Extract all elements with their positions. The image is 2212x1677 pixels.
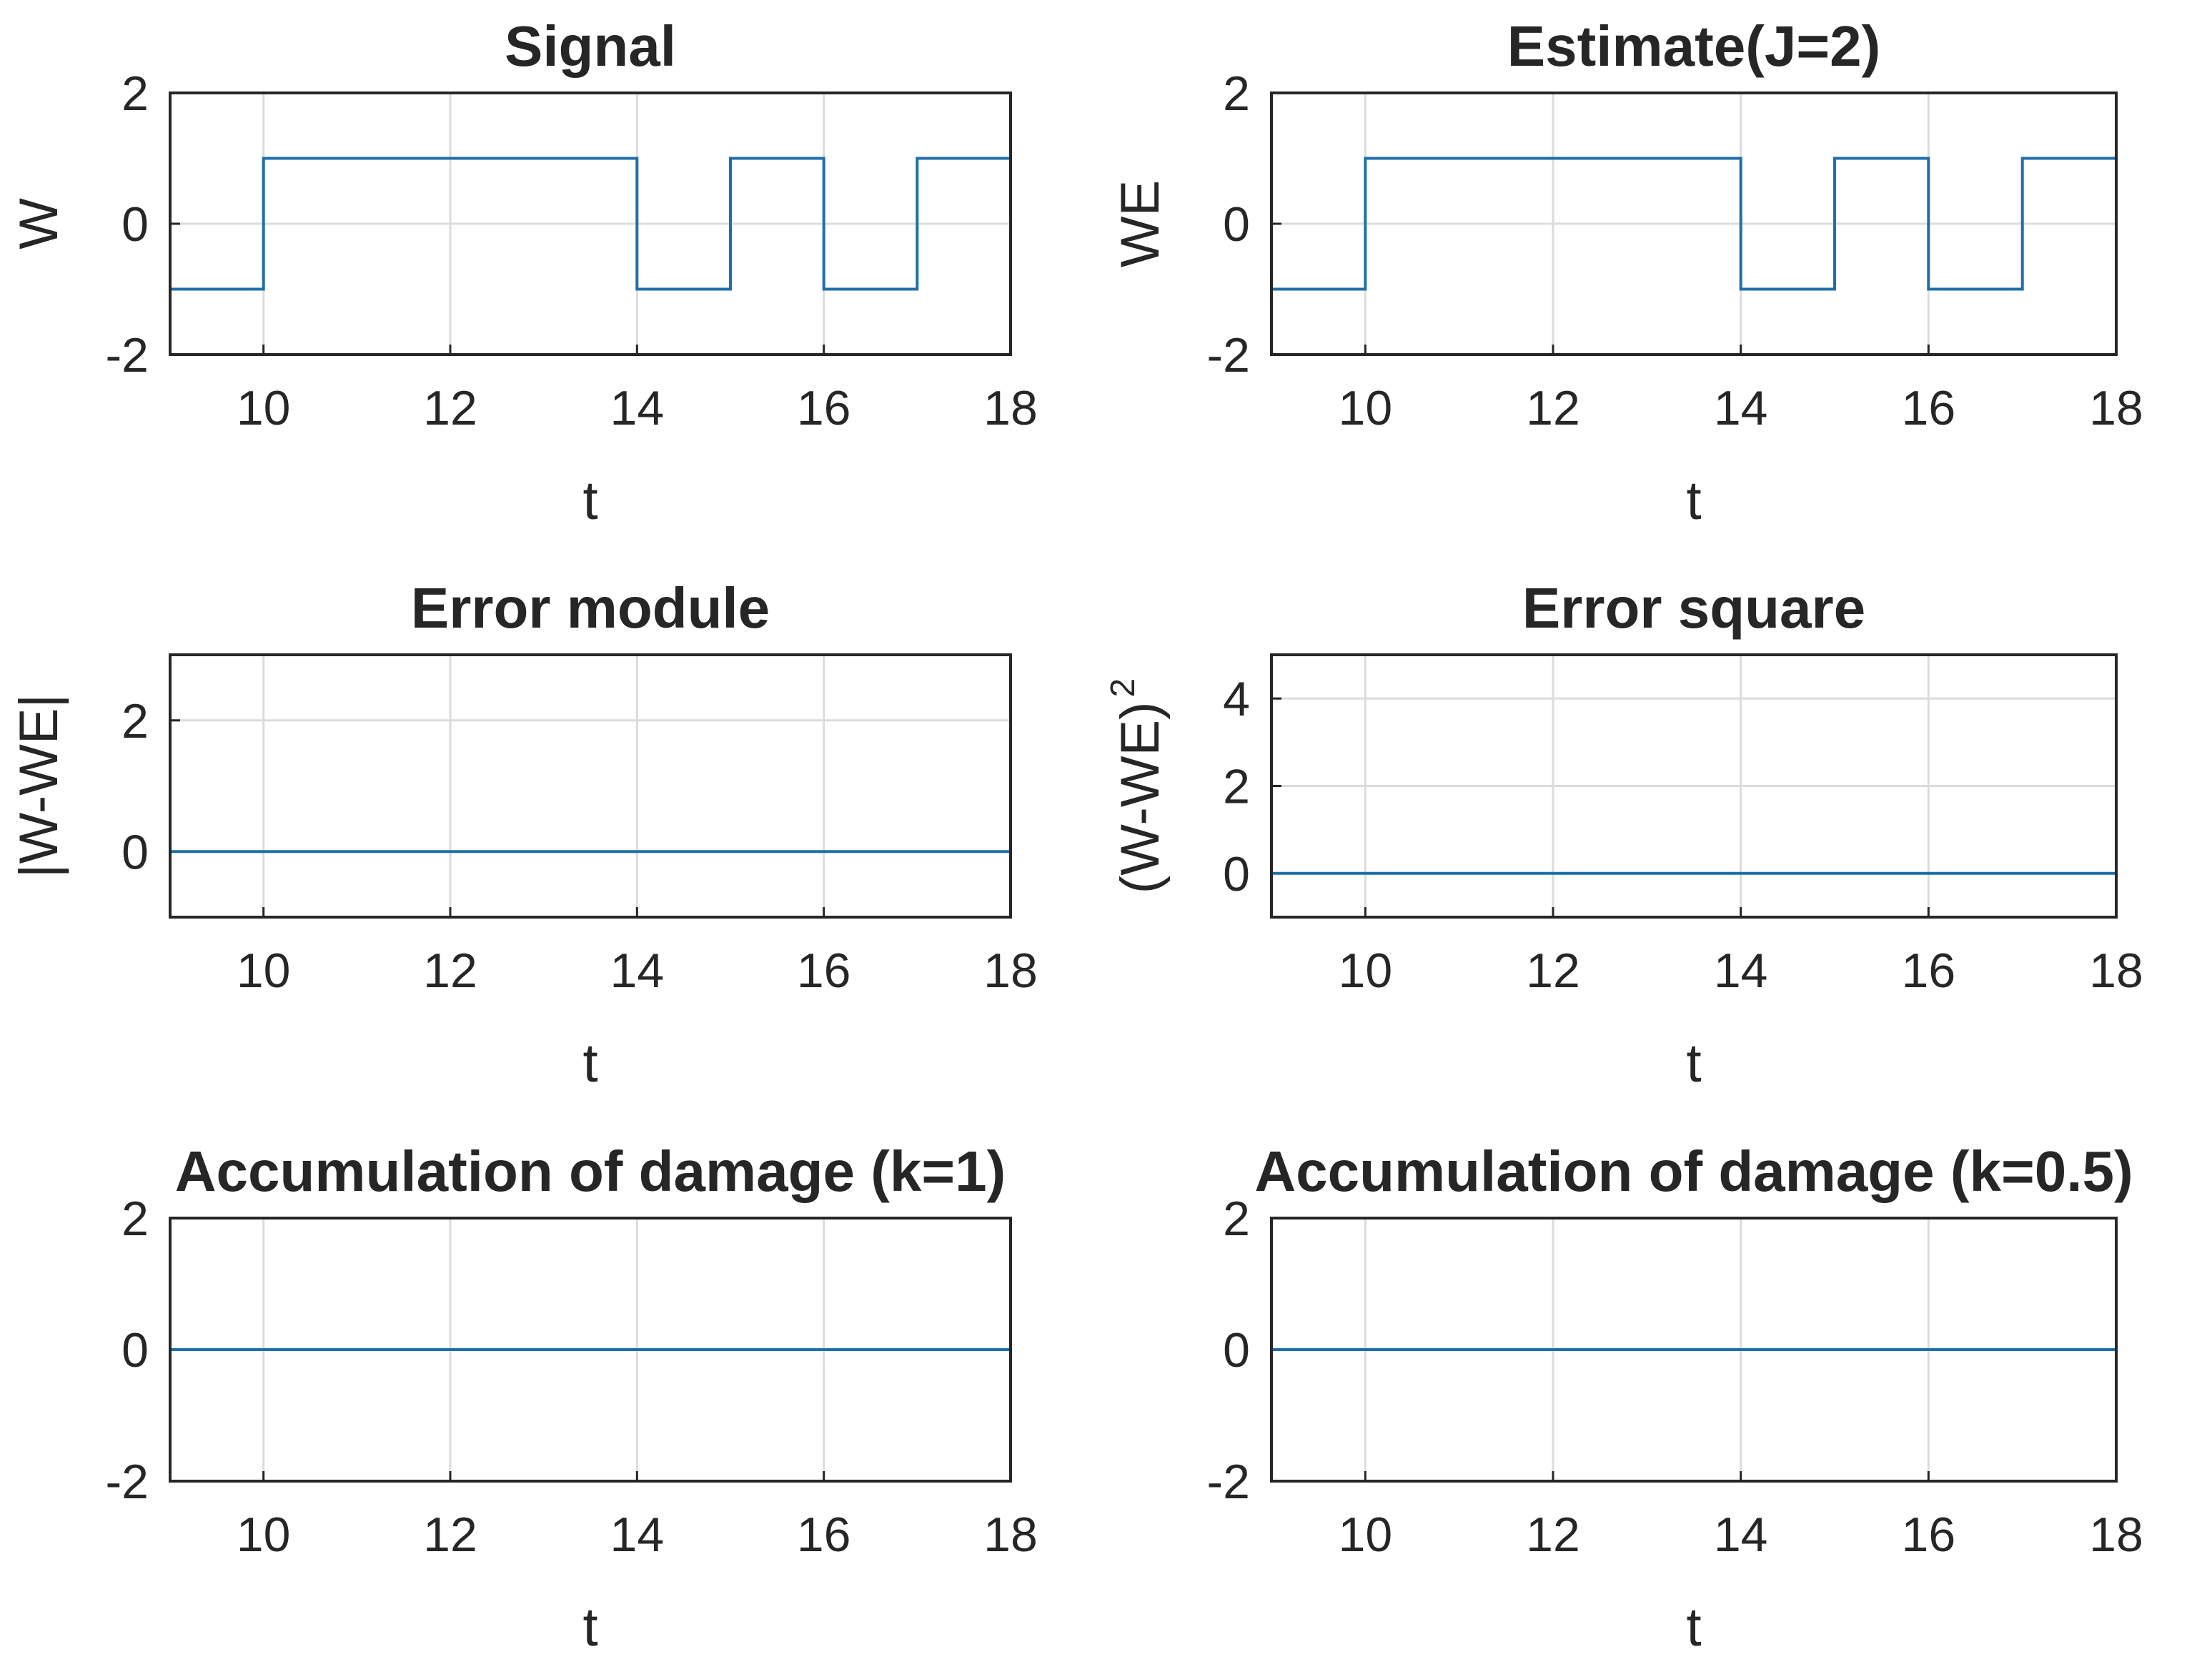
chart-2-series-line bbox=[1271, 157, 2118, 291]
chart-3-x-axis-label: t bbox=[582, 1033, 597, 1094]
chart-2-x-tick-label: 10 bbox=[1339, 381, 1393, 435]
chart-1-y-tick-label: -2 bbox=[106, 328, 149, 382]
chart-2-y-axis-label: WE bbox=[1110, 180, 1171, 267]
chart-6-x-tick-label: 14 bbox=[1714, 1508, 1768, 1562]
chart-1-y-tick-label: 0 bbox=[121, 197, 149, 252]
chart-3-plot-area bbox=[169, 653, 1012, 919]
chart-2-x-tick-label: 12 bbox=[1526, 381, 1580, 435]
chart-5-x-tick-label: 12 bbox=[423, 1508, 477, 1562]
chart-4-x-tick-label: 10 bbox=[1339, 944, 1393, 998]
chart-1-x-tick-label: 18 bbox=[983, 381, 1038, 435]
chart-1-x-tick-label: 10 bbox=[237, 381, 291, 435]
chart-1-y-axis-label: W bbox=[9, 198, 69, 249]
chart-2-y-tick-label: 2 bbox=[1223, 66, 1250, 121]
chart-4-x-axis-label: t bbox=[1686, 1033, 1701, 1094]
chart-5-y-tick-label: -2 bbox=[106, 1455, 149, 1509]
chart-5-y-tick-label: 2 bbox=[121, 1192, 149, 1246]
chart-3-x-tick-label: 18 bbox=[983, 944, 1038, 998]
chart-5-x-tick-label: 14 bbox=[610, 1508, 665, 1562]
chart-4-title: Error square bbox=[1522, 576, 1865, 640]
chart-6-x-axis-label: t bbox=[1686, 1597, 1701, 1658]
chart-5-title: Accumulation of damage (k=1) bbox=[175, 1139, 1006, 1203]
chart-5-x-tick-label: 16 bbox=[797, 1508, 851, 1562]
chart-1-series-line bbox=[170, 157, 1011, 291]
chart-4-x-tick-label: 12 bbox=[1526, 944, 1580, 998]
chart-5: 10 12 14 16 18 -2 0 2 Accumulation of damage (k=… bbox=[106, 1139, 1038, 1658]
chart-6-title: Accumulation of damage (k=0.5) bbox=[1254, 1139, 2133, 1203]
chart-2-y-tick-label: -2 bbox=[1207, 328, 1250, 382]
chart-3-x-tick-label: 12 bbox=[423, 944, 477, 998]
chart-6-y-tick-label: 2 bbox=[1223, 1192, 1250, 1246]
chart-2-x-axis-label: t bbox=[1686, 470, 1701, 531]
chart-4-y-tick-label: 0 bbox=[1223, 847, 1250, 901]
chart-3-y-tick-label: 0 bbox=[121, 825, 149, 879]
chart-6-x-tick-label: 18 bbox=[2089, 1508, 2143, 1562]
chart-4-frame bbox=[1270, 653, 2118, 919]
chart-4-y-axis-label: (W-WE)2 bbox=[1104, 678, 1171, 894]
chart-2-x-tick-label: 18 bbox=[2089, 381, 2143, 435]
chart-4-y-axis-label-superscript: 2 bbox=[1104, 678, 1142, 698]
chart-5-x-tick-label: 10 bbox=[237, 1508, 291, 1562]
chart-2-frame bbox=[1270, 91, 2118, 356]
chart-5-x-axis-label: t bbox=[582, 1597, 597, 1658]
chart-4-y-tick-label: 2 bbox=[1223, 760, 1250, 814]
chart-3-x-tick-label: 10 bbox=[237, 944, 291, 998]
chart-6-x-tick-label: 16 bbox=[1902, 1508, 1956, 1562]
chart-1-y-tick-label: 2 bbox=[121, 66, 149, 121]
chart-1-x-axis-label: t bbox=[582, 470, 597, 531]
chart-2-title: Estimate(J=2) bbox=[1507, 14, 1880, 78]
chart-3-title: Error module bbox=[411, 576, 770, 640]
chart-3-y-tick-label: 2 bbox=[121, 694, 149, 748]
chart-1: 10 12 14 16 18 -2 0 2 Signal t W bbox=[9, 14, 1038, 531]
chart-5-x-tick-label: 18 bbox=[983, 1508, 1038, 1562]
chart-6-x-tick-label: 12 bbox=[1526, 1508, 1580, 1562]
chart-1-frame bbox=[169, 91, 1012, 356]
chart-2-y-tick-label: 0 bbox=[1223, 197, 1250, 252]
chart-5-frame bbox=[169, 1217, 1012, 1483]
chart-4-x-tick-label: 14 bbox=[1714, 944, 1768, 998]
chart-2-x-tick-label: 14 bbox=[1714, 381, 1768, 435]
chart-4-x-tick-label: 16 bbox=[1902, 944, 1956, 998]
chart-6-y-tick-label: -2 bbox=[1207, 1455, 1250, 1509]
chart-2-x-tick-label: 16 bbox=[1902, 381, 1956, 435]
chart-4-y-tick-label: 4 bbox=[1223, 672, 1250, 726]
chart-3-x-tick-label: 16 bbox=[797, 944, 851, 998]
chart-6-y-tick-label: 0 bbox=[1223, 1323, 1250, 1377]
chart-1-title: Signal bbox=[505, 14, 676, 78]
chart-4: 10 12 14 16 18 0 2 4 Error square t (W-WE)2 bbox=[1104, 576, 2143, 1094]
chart-3-x-tick-label: 14 bbox=[610, 944, 665, 998]
chart-4-x-tick-label: 18 bbox=[2089, 944, 2143, 998]
chart-6-x-tick-label: 10 bbox=[1339, 1508, 1393, 1562]
chart-6-frame bbox=[1270, 1217, 2118, 1483]
chart-5-y-tick-label: 0 bbox=[121, 1323, 149, 1377]
chart-1-x-tick-label: 16 bbox=[797, 381, 851, 435]
chart-3: 10 12 14 16 18 0 2 Error module t |W-WE| bbox=[9, 576, 1038, 1094]
chart-1-x-tick-label: 12 bbox=[423, 381, 477, 435]
chart-1-x-tick-label: 14 bbox=[610, 381, 665, 435]
chart-2: 10 12 14 16 18 -2 0 2 Estimate(J=2) t WE bbox=[1110, 14, 2143, 531]
chart-3-y-axis-label: |W-WE| bbox=[9, 694, 69, 879]
chart-3-frame bbox=[169, 653, 1012, 919]
